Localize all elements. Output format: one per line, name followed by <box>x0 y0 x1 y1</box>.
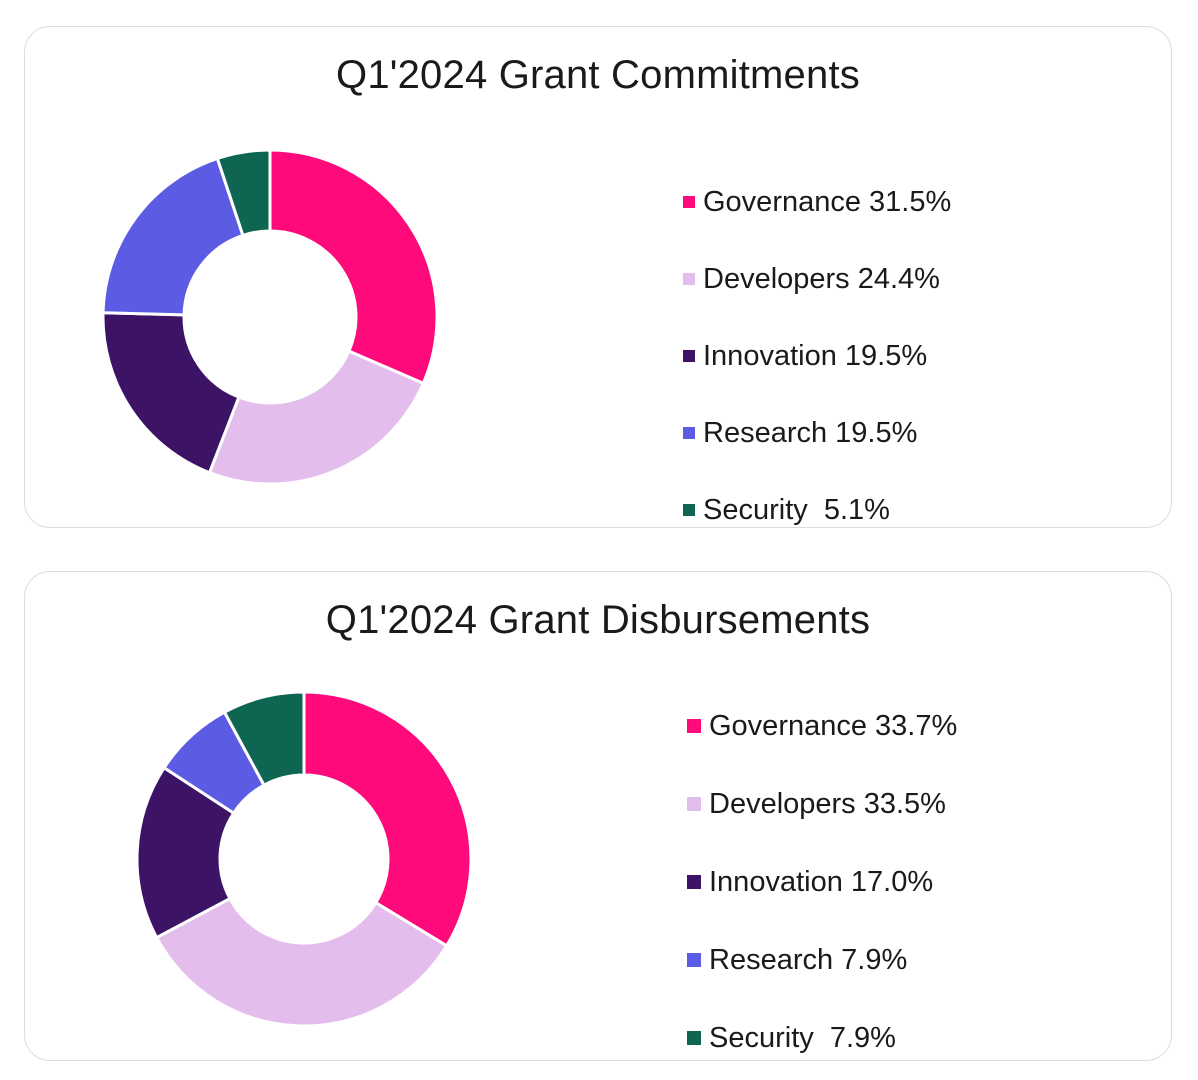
slice-governance <box>268 148 439 385</box>
legend-swatch-governance <box>687 719 701 733</box>
legend-label-innovation: Innovation 19.5% <box>703 339 928 372</box>
legend-item-innovation: Innovation 17.0% <box>687 843 957 921</box>
legend-swatch-security <box>683 503 695 516</box>
legend-swatch-developers <box>687 797 701 811</box>
legend-label-governance: Governance 33.7% <box>709 710 958 742</box>
legend-item-governance: Governance 33.7% <box>687 687 957 765</box>
grant-disbursements-card: Q1'2024 Grant Disbursements Governance 3… <box>24 571 1172 1061</box>
grant-disbursements-legend: Governance 33.7% Developers 33.5% Innova… <box>687 687 957 1077</box>
legend-label-developers: Developers 24.4% <box>703 262 940 295</box>
legend-item-innovation: Innovation 19.5% <box>683 317 951 394</box>
legend-swatch-research <box>687 953 701 967</box>
slice-security <box>222 690 306 787</box>
legend-swatch-innovation <box>683 349 695 362</box>
chart-title: Q1'2024 Grant Commitments <box>336 53 860 97</box>
legend-label-security: Security 5.1% <box>703 493 890 526</box>
legend-item-developers: Developers 33.5% <box>687 765 957 843</box>
legend-label-research: Research 19.5% <box>703 416 918 449</box>
legend-item-governance: Governance 31.5% <box>683 163 951 240</box>
legend-item-research: Research 7.9% <box>687 921 957 999</box>
legend-label-developers: Developers 33.5% <box>709 788 946 820</box>
slice-governance <box>302 690 473 948</box>
legend-swatch-security <box>687 1031 701 1045</box>
legend-item-security: Security 5.1% <box>683 471 951 548</box>
slice-innovation <box>135 766 236 940</box>
slice-innovation <box>101 311 241 475</box>
grant-commitments-donut <box>101 148 439 486</box>
slice-developers <box>208 349 425 486</box>
grant-commitments-card: Q1'2024 Grant Commitments Governance 31.… <box>24 26 1172 528</box>
legend-swatch-research <box>683 426 695 439</box>
legend-label-security: Security 7.9% <box>709 1022 896 1054</box>
legend-label-governance: Governance 31.5% <box>703 185 952 218</box>
legend-label-research: Research 7.9% <box>709 944 908 976</box>
legend-item-developers: Developers 24.4% <box>683 240 951 317</box>
slice-security <box>215 148 272 237</box>
slice-research <box>101 157 245 317</box>
grant-disbursements-donut <box>135 690 473 1028</box>
legend-swatch-developers <box>683 272 695 285</box>
legend-item-research: Research 19.5% <box>683 394 951 471</box>
slice-developers <box>155 897 449 1028</box>
legend-item-security: Security 7.9% <box>687 999 957 1077</box>
chart-title: Q1'2024 Grant Disbursements <box>325 598 871 642</box>
legend-swatch-governance <box>683 195 695 208</box>
legend-label-innovation: Innovation 17.0% <box>709 866 934 898</box>
legend-swatch-innovation <box>687 875 701 889</box>
grant-commitments-legend: Governance 31.5% Developers 24.4% Innova… <box>683 163 951 548</box>
